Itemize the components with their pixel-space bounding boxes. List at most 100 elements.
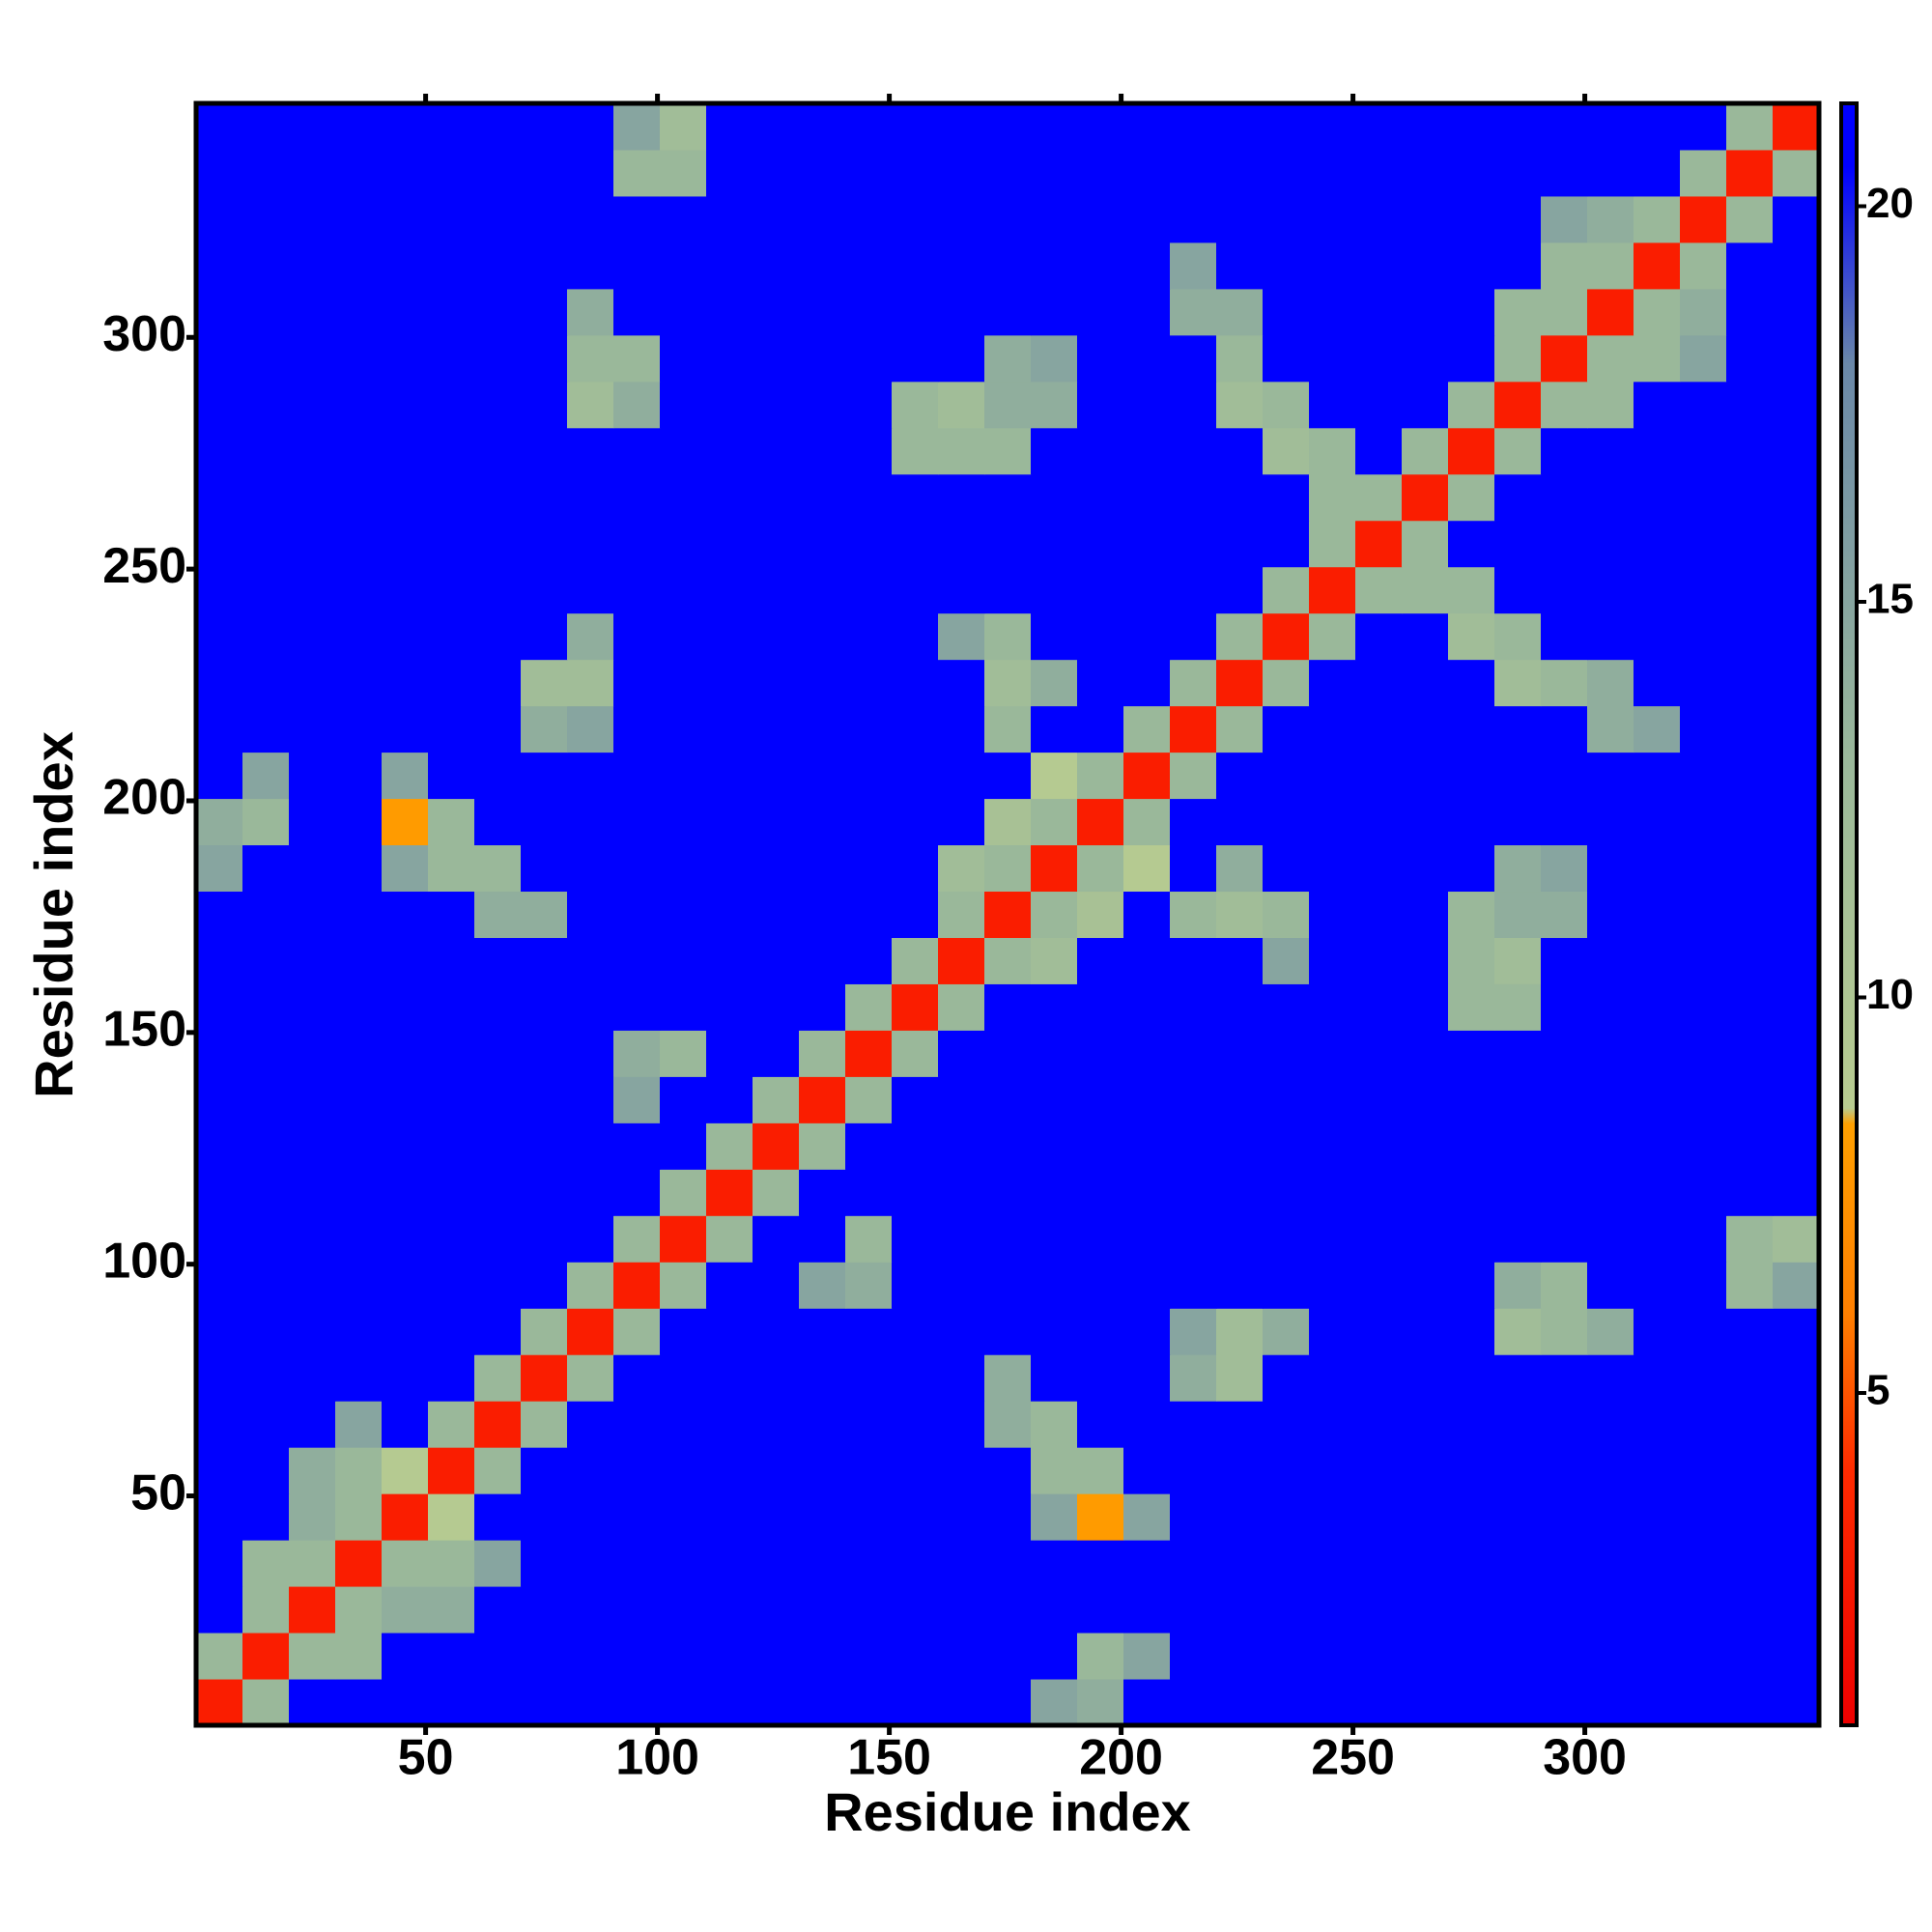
heatmap-cell (1402, 1633, 1449, 1680)
y-tick-label: 50 (130, 1464, 186, 1520)
heatmap-cell (1541, 103, 1588, 151)
heatmap-cell (1726, 1401, 1774, 1448)
heatmap-cell (660, 659, 707, 707)
heatmap-cell (984, 844, 1032, 893)
heatmap-cell (567, 1401, 614, 1448)
heatmap-cell (938, 659, 985, 707)
heatmap-cell (1448, 1169, 1495, 1216)
heatmap-cell (1448, 427, 1495, 475)
heatmap-cell (242, 566, 290, 614)
heatmap-cell (567, 334, 614, 383)
heatmap-cell (753, 983, 800, 1031)
heatmap-cell (567, 983, 614, 1031)
heatmap-cell (1309, 752, 1356, 800)
heatmap-cell (335, 1308, 383, 1355)
heatmap-cell (1680, 1262, 1727, 1309)
heatmap-cell (799, 983, 846, 1031)
heatmap-cell (1634, 334, 1681, 383)
heatmap-cell (1263, 891, 1310, 938)
heatmap-cell (799, 659, 846, 707)
heatmap-cell (1726, 1633, 1774, 1680)
heatmap-cell (1680, 659, 1727, 707)
heatmap-cell (1680, 520, 1727, 568)
heatmap-cell (753, 844, 800, 893)
heatmap-cell (521, 103, 568, 151)
heatmap-cell (335, 149, 383, 197)
heatmap-cell (984, 1122, 1032, 1170)
heatmap-cell (1170, 1540, 1217, 1587)
heatmap-cell (1773, 566, 1820, 614)
heatmap-cell (1680, 1679, 1727, 1726)
heatmap-cell (1726, 1169, 1774, 1216)
heatmap-cell (799, 381, 846, 429)
heatmap-cell (1773, 705, 1820, 753)
heatmap-cell (1541, 381, 1588, 429)
heatmap-cell (938, 288, 985, 336)
heatmap-cell (242, 473, 290, 522)
heatmap-cell (1541, 1215, 1588, 1263)
heatmap-cell (938, 1122, 985, 1170)
heatmap-cell (1263, 983, 1310, 1031)
heatmap-cell (382, 1633, 429, 1680)
heatmap-cell (1309, 427, 1356, 475)
heatmap-cell (335, 1447, 383, 1494)
heatmap-cell (706, 242, 753, 290)
heatmap-cell (567, 1030, 614, 1077)
heatmap-cell (242, 798, 290, 846)
heatmap-cell (1355, 473, 1403, 522)
heatmap-cell (845, 427, 893, 475)
heatmap-cell (474, 473, 522, 522)
heatmap-cell (1355, 983, 1403, 1031)
heatmap-cell (1031, 1493, 1078, 1541)
heatmap-cell (474, 195, 522, 243)
heatmap-cell (1355, 752, 1403, 800)
heatmap-cell (613, 149, 661, 197)
heatmap-cell (1541, 288, 1588, 336)
heatmap-cell (242, 659, 290, 707)
heatmap-cell (1680, 1447, 1727, 1494)
heatmap-cell (1773, 1354, 1820, 1402)
heatmap-cell (1587, 1493, 1634, 1541)
heatmap-cell (1355, 103, 1403, 151)
heatmap-cell (382, 103, 429, 151)
heatmap-cell (613, 1169, 661, 1216)
heatmap-cell (521, 427, 568, 475)
heatmap-cell (1263, 1122, 1310, 1170)
heatmap-cell (428, 195, 475, 243)
heatmap-cell (892, 752, 939, 800)
heatmap-cell (1123, 520, 1171, 568)
heatmap-cell (1634, 1493, 1681, 1541)
heatmap-cell (196, 752, 243, 800)
heatmap-cell (382, 1308, 429, 1355)
heatmap-cell (1726, 659, 1774, 707)
heatmap-cell (474, 752, 522, 800)
heatmap-cell (1263, 1401, 1310, 1448)
axes: 50 100 150 200 250 300 50 100 150 200 250 300 5 10 15 2… (102, 94, 1914, 1786)
heatmap-cell (845, 334, 893, 383)
heatmap-cell (242, 1679, 290, 1726)
heatmap-cell (799, 1122, 846, 1170)
heatmap-cell (845, 1262, 893, 1309)
heatmap-cell (382, 659, 429, 707)
heatmap-cell (1170, 798, 1217, 846)
heatmap-cell (428, 1401, 475, 1448)
heatmap-cell (799, 1262, 846, 1309)
heatmap-cell (1448, 983, 1495, 1031)
heatmap-cell (289, 195, 336, 243)
heatmap-cell (1726, 705, 1774, 753)
heatmap-cell (1031, 1679, 1078, 1726)
heatmap-cell (1448, 752, 1495, 800)
heatmap-cell (1309, 1076, 1356, 1123)
heatmap-cell (567, 937, 614, 984)
heatmap-cell (1216, 195, 1264, 243)
heatmap-cell (1448, 705, 1495, 753)
heatmap-cell (474, 798, 522, 846)
heatmap-cell (289, 983, 336, 1031)
heatmap-cell (1355, 1076, 1403, 1123)
heatmap-cell (1216, 937, 1264, 984)
heatmap-cell (474, 1076, 522, 1123)
heatmap-cell (1402, 1447, 1449, 1494)
heatmap-cell (1077, 381, 1124, 429)
heatmap-cell (428, 1633, 475, 1680)
heatmap-cell (1402, 844, 1449, 893)
